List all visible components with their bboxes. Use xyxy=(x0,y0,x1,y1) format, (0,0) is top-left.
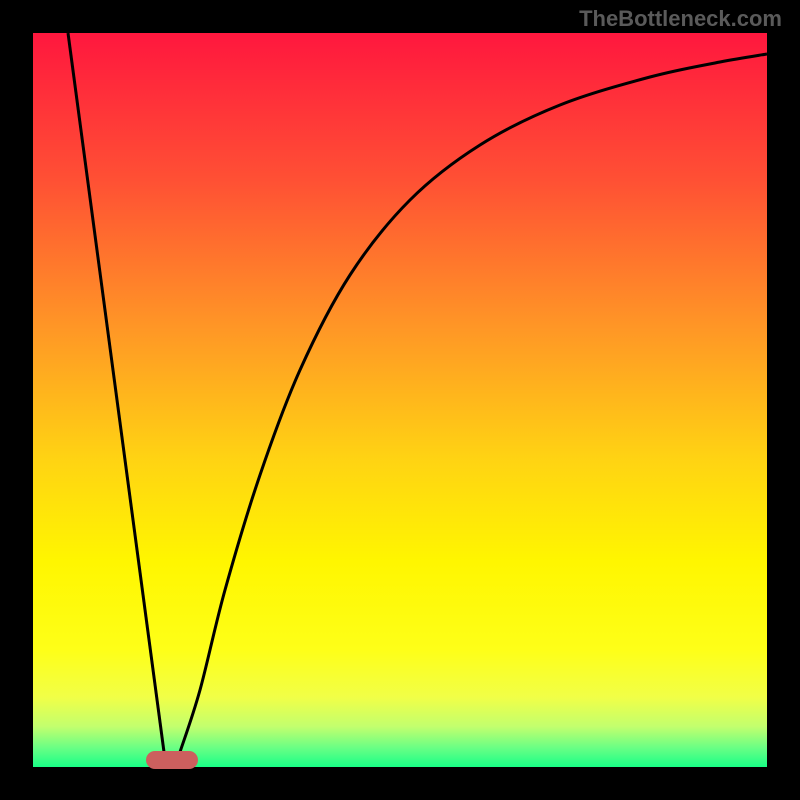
plot-background xyxy=(33,33,767,767)
watermark-text: TheBottleneck.com xyxy=(579,6,782,32)
chart-container: TheBottleneck.com xyxy=(0,0,800,800)
bottleneck-marker xyxy=(146,751,198,769)
bottleneck-chart xyxy=(0,0,800,800)
